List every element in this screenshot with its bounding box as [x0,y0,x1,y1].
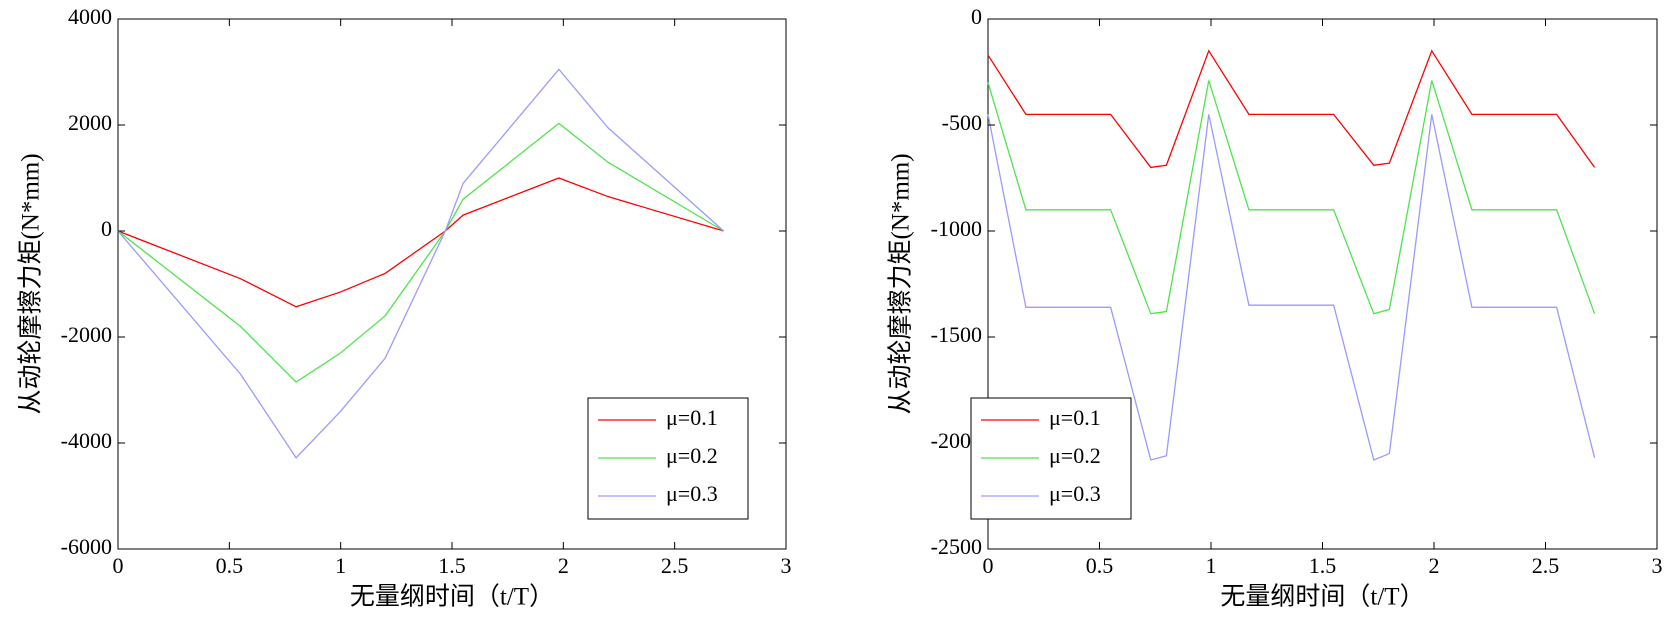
legend: μ=0.1 μ=0.2 μ=0.3 [587,397,749,520]
y-tick-label: 0 [971,4,982,29]
data-line [987,114,1596,461]
x-axis-label: 无量纲时间（t/T） [1220,583,1424,611]
x-tick-label: 3 [1652,553,1663,578]
x-tick-label: 1.5 [438,553,466,578]
y-tick-label: 0 [101,216,112,241]
y-axis-label: 从动轮摩擦力矩(N*mm) [887,153,915,414]
x-axis-label: 无量纲时间（t/T） [350,583,554,611]
x-tick-label: 1 [1206,553,1217,578]
data-line [117,122,724,383]
y-axis-label: 从动轮摩擦力矩(N*mm) [17,153,45,414]
x-tick-label: 2.5 [661,553,689,578]
x-tick-label: 2 [1429,553,1440,578]
x-tick-label: 2.5 [1532,553,1560,578]
y-tick-label: -4000 [61,428,112,453]
y-tick-label: -1000 [931,216,982,241]
legend-label: μ=0.1 [1049,405,1101,430]
legend-label: μ=0.1 [666,405,718,430]
legend-label: μ=0.2 [1049,443,1101,468]
data-line [987,49,1596,169]
y-tick-label: 4000 [68,4,112,29]
legend: μ=0.1 μ=0.2 μ=0.3 [970,397,1132,520]
y-tick-label: -1500 [931,322,982,347]
x-tick-label: 1.5 [1309,553,1337,578]
data-line [117,177,724,308]
y-tick-label: -500 [942,110,982,135]
data-line [117,68,725,459]
y-tick-label: -2000 [61,322,112,347]
y-tick-label: 2000 [68,110,112,135]
chart: 0 0.5 1 1.5 2 2.5 3 -6000 -4000 -2000 0 2000 4000 无量纲… [17,4,792,611]
x-tick-label: 0 [113,553,124,578]
chart: 0 0.5 1 1.5 2 2.5 3-2500-2000-1500-1000-5000无量… [887,4,1663,611]
x-tick-label: 3 [781,553,792,578]
data-line [987,80,1596,315]
legend-label: μ=0.2 [666,443,718,468]
legend-label: μ=0.3 [1049,481,1101,506]
x-tick-label: 1 [335,553,346,578]
y-tick-label: -2500 [931,534,982,559]
x-tick-label: 2 [558,553,569,578]
x-tick-label: 0.5 [216,553,244,578]
y-tick-label: -6000 [61,534,112,559]
x-tick-label: 0 [983,553,994,578]
legend-label: μ=0.3 [666,481,718,506]
x-tick-label: 0.5 [1086,553,1114,578]
